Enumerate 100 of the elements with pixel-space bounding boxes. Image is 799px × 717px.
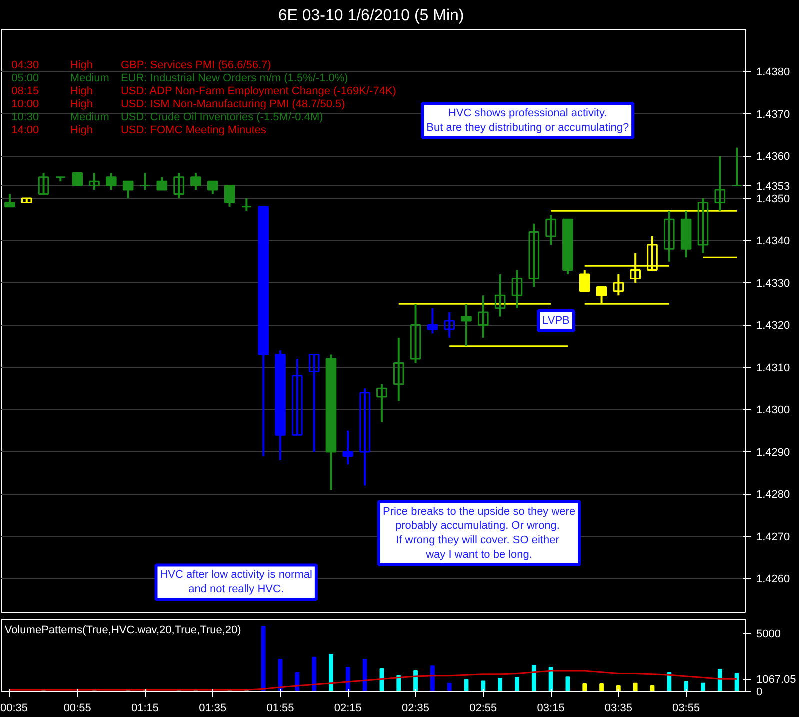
- bar: [261, 626, 266, 692]
- annotation: High: [70, 86, 93, 98]
- candlestick: [38, 172, 50, 196]
- candlestick: [613, 274, 624, 297]
- candlestick: [427, 307, 438, 335]
- candlestick: [140, 172, 151, 192]
- bar: [667, 672, 672, 692]
- x-tick-label: 02:55: [470, 702, 498, 714]
- y-tick-label: 1.4350: [756, 193, 790, 206]
- y-tick-label: 1.4320: [756, 320, 790, 332]
- bar: [532, 664, 536, 692]
- candlestick: [156, 176, 168, 192]
- candlestick: [89, 172, 100, 192]
- annotation: 05:00: [12, 72, 40, 85]
- candlestick: [410, 303, 422, 364]
- bar: [633, 682, 638, 692]
- bar: [566, 676, 570, 692]
- candlestick: [664, 210, 675, 263]
- annotation: 14:00: [12, 124, 40, 137]
- y-tick-label: 1.4310: [756, 362, 790, 374]
- candlestick: [224, 184, 236, 208]
- candlestick: [122, 180, 134, 200]
- chart-title: 6E 03-10 1/6/2010 (5 Min): [278, 8, 464, 24]
- candlestick: [698, 197, 709, 254]
- annotation: High: [70, 124, 93, 137]
- bar: [684, 681, 689, 692]
- x-tick-label: 01:15: [131, 702, 159, 714]
- x-tick-label: 00:55: [64, 702, 92, 714]
- annotation: Medium: [70, 72, 110, 85]
- annotation: High: [70, 60, 93, 72]
- bar: [701, 682, 706, 692]
- annotation: 04:30: [12, 60, 40, 72]
- candlestick: [528, 222, 540, 288]
- candlestick: [494, 274, 506, 318]
- x-tick-label: 03:35: [604, 702, 632, 714]
- bar: [616, 686, 621, 692]
- x-tick-label: 00:35: [0, 702, 28, 714]
- candlestick: [207, 180, 218, 196]
- y-tick-label: 1.4360: [756, 151, 790, 164]
- annotation: Medium: [70, 112, 110, 124]
- candlestick: [106, 172, 117, 192]
- annotation: 08:15: [12, 86, 40, 98]
- bar: [498, 678, 503, 692]
- bar: [600, 683, 604, 692]
- bar: [481, 680, 486, 692]
- bar: [718, 669, 722, 692]
- x-tick-label: 01:35: [199, 702, 227, 714]
- bar: [447, 682, 452, 692]
- candlestick: [174, 172, 184, 200]
- candlestick: [360, 388, 370, 487]
- y-tick-label: 1.4380: [756, 66, 790, 79]
- bar: [414, 670, 418, 692]
- candlestick: [4, 193, 16, 208]
- candlestick: [241, 197, 252, 212]
- y-tick-label: 1.4330: [756, 278, 790, 290]
- x-tick-label: 02:35: [402, 702, 430, 714]
- candlestick: [444, 312, 455, 339]
- y-tick-label: 1.4260: [756, 574, 790, 586]
- candlestick: [393, 336, 404, 402]
- bar: [295, 672, 300, 692]
- y-tick-label: 1.4270: [756, 531, 790, 544]
- bar: [329, 654, 334, 692]
- candlestick: [308, 354, 320, 453]
- candlestick: [579, 269, 590, 292]
- bar: [346, 667, 350, 692]
- y-tick-label: 5000: [756, 628, 781, 640]
- candlestick: [376, 383, 388, 424]
- y-tick-label: 1.4280: [756, 489, 790, 502]
- candlestick: [190, 172, 202, 192]
- candlestick: [714, 155, 726, 212]
- bar: [312, 656, 317, 692]
- annotation: USD: Crude Oil Inventories (-1.5M/-0.4M): [120, 112, 324, 124]
- x-tick-label: 01:55: [266, 702, 294, 714]
- annotation: 10:00: [12, 98, 40, 111]
- annotation: Price breaks to the upside so they were probably accumulating. Or wrong. If wrong they will cover. SO either way I want to be long.: [382, 506, 576, 561]
- candlestick: [292, 358, 303, 436]
- bar: [515, 677, 520, 692]
- annotation: USD: ISM Non-Manufacturing PMI (48.7/50.5): [120, 98, 346, 111]
- candlestick: [478, 294, 489, 339]
- bar: [430, 666, 435, 692]
- annotation: LVPB: [542, 315, 570, 327]
- y-tick-label: 1.4300: [756, 404, 790, 417]
- annotation: USD: ADP Non-Farm Employment Change (-169K/-74K): [120, 86, 396, 98]
- annotation: HVC after low activity is normal and not really HVC.: [160, 569, 312, 596]
- chart-title: VolumePatterns(True,HVC.wav,20,True,True,20): [4, 624, 242, 637]
- x-tick-label: 02:15: [334, 702, 362, 714]
- candlestick: [546, 214, 556, 246]
- annotation: USD: FOMC Meeting Minutes: [120, 124, 267, 137]
- candlestick: [72, 172, 83, 187]
- y-tick-label: 1067.05: [756, 674, 796, 686]
- y-tick-label: 1.4353: [756, 180, 790, 193]
- y-tick-label: 1.4370: [756, 108, 790, 121]
- y-tick-label: 0: [756, 686, 763, 698]
- bar: [582, 683, 588, 692]
- annotation: GBP: Services PMI (56.6/56.7): [120, 60, 272, 72]
- annotation: EUR: Industrial New Orders m/m (1.5%/-1.0%): [120, 72, 348, 85]
- y-tick-label: 1.4290: [756, 446, 790, 459]
- x-tick-label: 03:15: [537, 702, 565, 714]
- candlestick: [342, 430, 354, 466]
- line-series: [9, 670, 738, 691]
